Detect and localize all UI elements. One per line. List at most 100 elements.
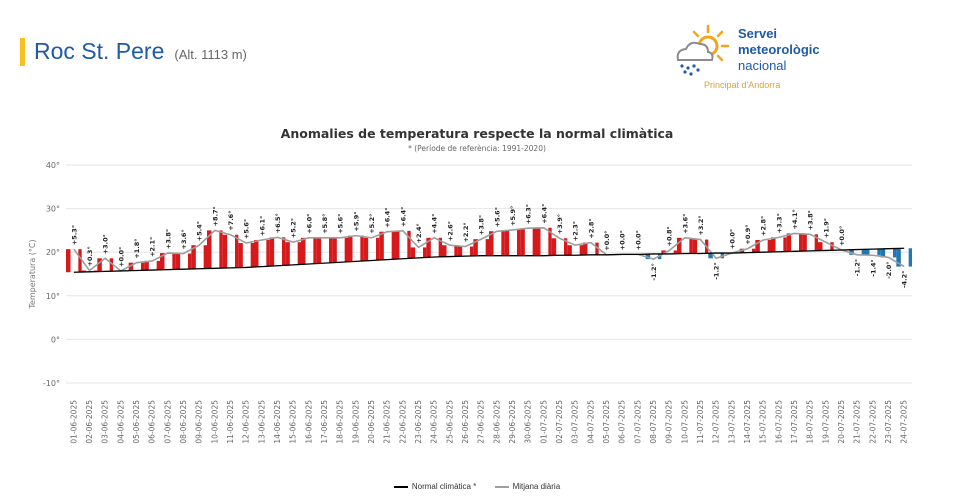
x-tick-label: 04-06-2025 [116, 400, 125, 444]
x-tick-label: 18-07-2025 [806, 400, 815, 444]
anomaly-bar [254, 239, 270, 267]
anomaly-label: +7.6° [227, 211, 235, 231]
anomaly-bar [410, 247, 427, 258]
anomaly-bar [222, 234, 239, 268]
anomaly-bar [473, 239, 489, 256]
anomaly-bar [175, 253, 192, 270]
x-tick-label: 11-06-2025 [226, 400, 235, 444]
anomaly-label: +5.9° [352, 211, 360, 231]
anomaly-bar [520, 228, 536, 256]
anomaly-bar [755, 239, 771, 253]
anomaly-bar [285, 242, 301, 265]
anomaly-bar [536, 227, 552, 256]
x-tick-label: 09-06-2025 [195, 400, 204, 444]
x-tick-label: 14-07-2025 [743, 400, 752, 444]
x-tick-label: 11-07-2025 [696, 400, 705, 444]
station-altitude: (Alt. 1113 m) [174, 47, 247, 62]
anomaly-bar [583, 242, 599, 255]
x-tick-label: 25-06-2025 [445, 400, 454, 444]
anomaly-bar [818, 242, 834, 251]
anomaly-bar [442, 245, 458, 257]
anomaly-bar [238, 243, 254, 268]
x-tick-label: 29-06-2025 [508, 400, 517, 444]
x-tick-label: 16-06-2025 [304, 400, 313, 444]
anomaly-bar [567, 245, 583, 256]
anomaly-label: +5.2° [368, 214, 376, 234]
anomaly-bar [489, 231, 505, 256]
anomaly-label: +2.6° [446, 221, 454, 241]
legend-swatch-normal [393, 486, 408, 489]
anomaly-bar [865, 249, 881, 256]
anomaly-label: +3.8° [164, 229, 172, 249]
anomaly-label: +6.4° [540, 204, 548, 224]
x-tick-label: 01-07-2025 [539, 400, 548, 444]
x-tick-label: 16-07-2025 [774, 400, 783, 444]
chart-legend: Normal climàtica * Mitjana diària [0, 482, 954, 491]
anomaly-label: +3.6° [180, 229, 188, 249]
anomaly-label: +2.8° [760, 216, 768, 236]
x-tick-label: 15-07-2025 [759, 400, 768, 444]
anomaly-bar [426, 237, 442, 257]
x-tick-label: 13-07-2025 [727, 400, 736, 444]
x-tick-label: 12-06-2025 [242, 400, 251, 444]
x-tick-label: 24-06-2025 [430, 400, 439, 444]
legend-swatch-daily [494, 486, 509, 489]
x-tick-label: 14-06-2025 [273, 400, 282, 444]
anomaly-bar [379, 231, 395, 260]
anomaly-label: +0.0° [603, 231, 611, 251]
anomaly-label: +3.2° [697, 215, 705, 235]
y-tick-label: -10° [43, 379, 60, 388]
anomaly-label: +5.9° [509, 206, 517, 226]
anomaly-bar [66, 249, 82, 273]
anomaly-label: +6.0° [305, 214, 313, 234]
anomaly-label: +3.8° [807, 210, 815, 230]
anomaly-label: +2.3° [572, 221, 580, 241]
anomaly-label: +0.8° [666, 226, 674, 246]
anomaly-bar [160, 253, 176, 270]
anomaly-label: -4.2° [901, 271, 909, 288]
station-name: Roc St. Pere [34, 38, 165, 64]
anomaly-bar [771, 237, 787, 252]
anomaly-label: +6.5° [274, 213, 282, 233]
y-tick-label: 40° [46, 161, 60, 170]
anomaly-bar [661, 250, 677, 254]
x-tick-label: 17-06-2025 [320, 400, 329, 444]
anomaly-bar [896, 248, 912, 267]
x-tick-label: 13-06-2025 [257, 400, 266, 444]
anomaly-bar [332, 237, 348, 263]
x-tick-label: 10-06-2025 [210, 400, 219, 444]
anomaly-label: +0.0° [117, 247, 125, 267]
anomaly-label: +5.2° [290, 218, 298, 238]
x-tick-label: 23-07-2025 [884, 400, 893, 444]
x-tick-label: 07-06-2025 [163, 400, 172, 444]
anomaly-label: +4.1° [791, 209, 799, 229]
anomaly-label: +0.0° [634, 230, 642, 250]
x-tick-label: 22-07-2025 [868, 400, 877, 444]
anomaly-bar [802, 234, 818, 251]
x-tick-label: 27-06-2025 [477, 400, 486, 444]
x-tick-label: 26-06-2025 [461, 400, 470, 444]
anomaly-label: +0.0° [728, 229, 736, 249]
x-tick-label: 10-07-2025 [680, 400, 689, 444]
anomaly-bar [316, 237, 333, 264]
y-tick-label: 30° [46, 205, 60, 214]
anomaly-label: +1.8° [133, 238, 141, 258]
x-tick-label: 19-07-2025 [821, 400, 830, 444]
anomaly-bar [269, 237, 286, 266]
logo-subtitle: Principat d'Andorra [704, 80, 781, 90]
anomaly-label: +6.4° [384, 207, 392, 227]
anomaly-label: +5.3° [70, 225, 78, 245]
weather-logo-icon [676, 24, 730, 76]
x-tick-label: 22-06-2025 [398, 400, 407, 444]
anomaly-label: +6.3° [525, 204, 533, 224]
legend-item-normal[interactable]: Normal climàtica * [393, 482, 476, 491]
anomaly-bar [191, 245, 207, 269]
station-title: Roc St. Pere (Alt. 1113 m) [34, 38, 247, 65]
anomaly-bar [849, 249, 865, 255]
legend-item-daily[interactable]: Mitjana diària [494, 482, 560, 491]
y-tick-label: 10° [46, 292, 60, 301]
x-tick-label: 05-06-2025 [132, 400, 141, 444]
anomaly-label: +3.0° [102, 234, 110, 254]
logo-line-1: Servei [738, 26, 778, 41]
anomaly-label: +3.9° [556, 214, 564, 234]
